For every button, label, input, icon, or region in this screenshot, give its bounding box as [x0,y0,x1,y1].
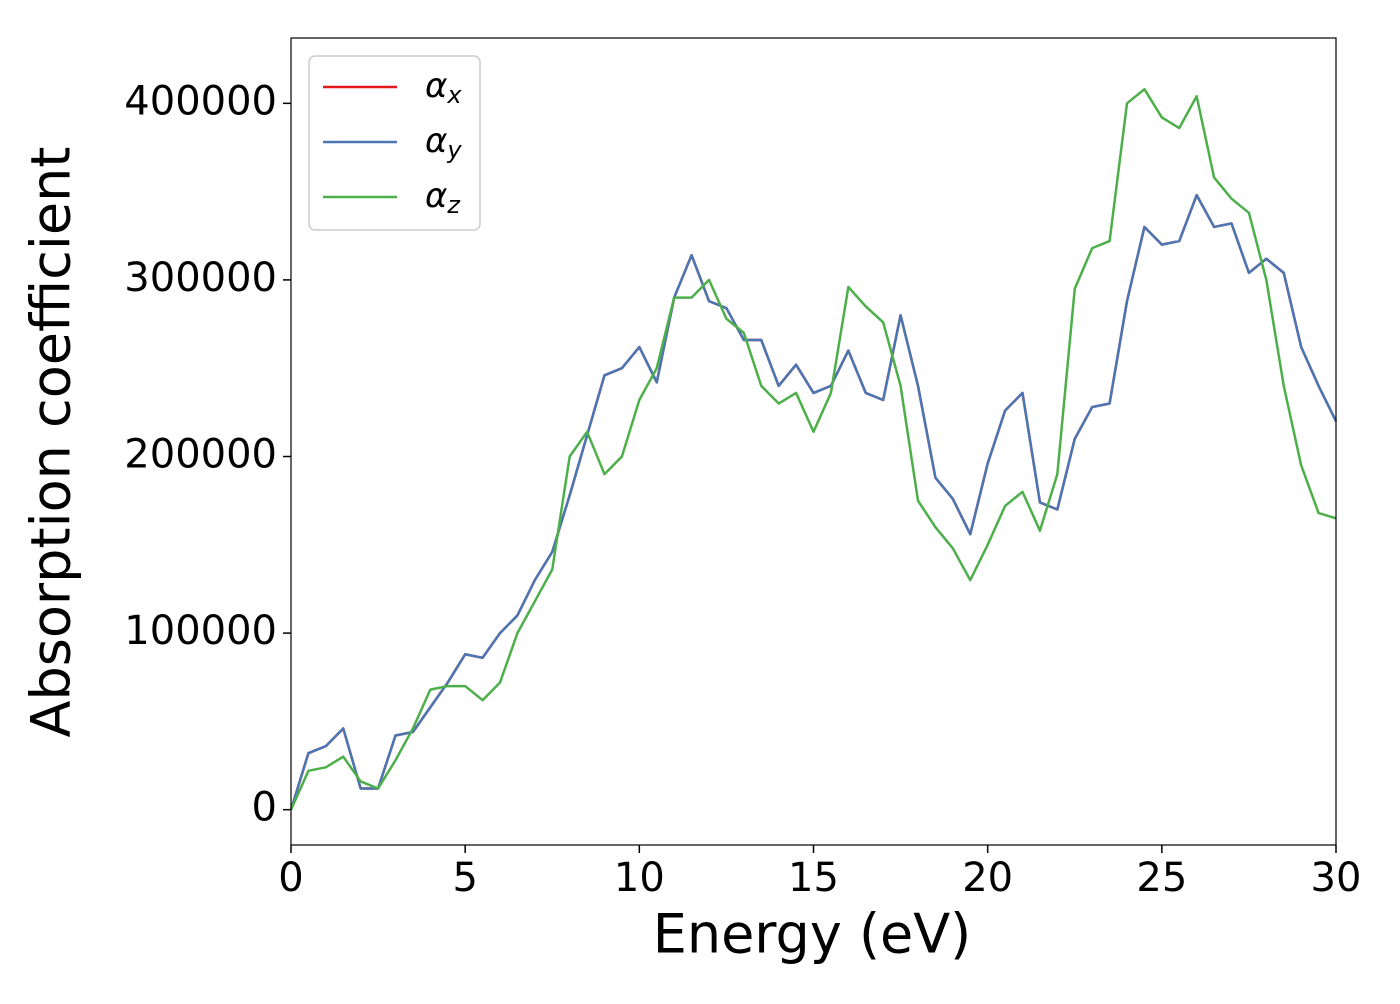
x-tick-label: 0 [278,855,303,901]
x-tick-label: 30 [1311,855,1362,901]
plot-frame [290,37,1337,846]
x-tick-label: 25 [1136,855,1187,901]
legend-label: αz [425,176,461,220]
x-tick-label: 15 [788,855,839,901]
x-tick-label: 20 [962,855,1013,901]
y-tick-label: 300000 [124,255,277,301]
y-tick-label: 100000 [124,608,277,654]
series-line [289,87,1337,811]
x-axis-label: Energy (eV) [653,903,972,966]
x-tick-label: 10 [614,855,665,901]
y-axis-label: Absorption coefficient [20,147,83,738]
y-tick-label: 0 [252,785,277,831]
y-tick-label: 200000 [124,432,277,478]
x-tick-label: 5 [452,855,477,901]
y-tick-label: 400000 [124,78,277,124]
series-line [289,193,1338,811]
legend-label: αy [425,121,462,165]
legend-label: αx [425,66,462,110]
